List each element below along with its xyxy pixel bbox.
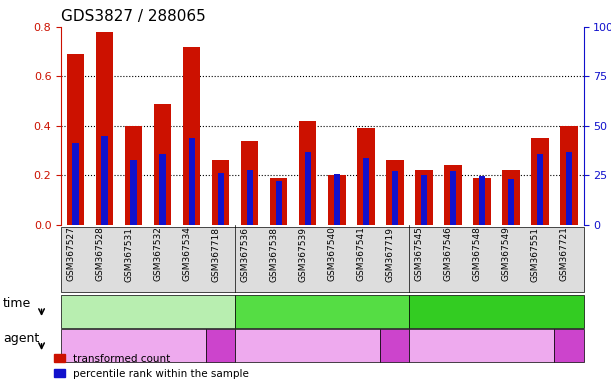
Text: saline: saline: [379, 341, 411, 351]
Text: saline: saline: [554, 341, 585, 351]
Bar: [392, 172, 398, 225]
Bar: [363, 158, 369, 225]
Text: GSM367527: GSM367527: [67, 227, 76, 281]
Text: pilocarpine: pilocarpine: [453, 341, 511, 351]
Text: pilocarpine: pilocarpine: [104, 341, 163, 351]
Text: GSM367546: GSM367546: [444, 227, 453, 281]
Text: 3 days post-SE: 3 days post-SE: [104, 305, 192, 318]
Text: GSM367534: GSM367534: [183, 227, 192, 281]
Legend: transformed count, percentile rank within the sample: transformed count, percentile rank withi…: [54, 354, 249, 379]
Bar: [334, 174, 340, 225]
Text: GSM367528: GSM367528: [96, 227, 104, 281]
Bar: [357, 128, 375, 225]
Bar: [502, 170, 519, 225]
Bar: [328, 175, 346, 225]
Text: GSM367545: GSM367545: [415, 227, 424, 281]
Text: immediate: immediate: [464, 305, 529, 318]
Bar: [479, 176, 485, 225]
Text: GSM367548: GSM367548: [473, 227, 482, 281]
Text: GSM367540: GSM367540: [328, 227, 337, 281]
Bar: [212, 161, 230, 225]
Bar: [386, 161, 403, 225]
Text: GSM367719: GSM367719: [386, 227, 395, 281]
Text: agent: agent: [3, 332, 39, 345]
Text: GSM367539: GSM367539: [299, 227, 308, 281]
Bar: [444, 166, 462, 225]
Bar: [101, 136, 108, 225]
Bar: [473, 178, 491, 225]
Bar: [96, 32, 114, 225]
Bar: [67, 54, 84, 225]
Bar: [566, 152, 572, 225]
Text: GSM367531: GSM367531: [125, 227, 134, 281]
Bar: [508, 179, 514, 225]
Bar: [532, 138, 549, 225]
Bar: [189, 138, 195, 225]
Text: time: time: [3, 298, 31, 311]
Bar: [560, 126, 577, 225]
Text: GSM367532: GSM367532: [154, 227, 163, 281]
Text: GSM367551: GSM367551: [531, 227, 540, 281]
Bar: [276, 181, 282, 225]
Bar: [73, 143, 79, 225]
Text: GSM367536: GSM367536: [241, 227, 250, 281]
Bar: [537, 154, 543, 225]
Text: GSM367538: GSM367538: [270, 227, 279, 281]
Text: 7 days post-SE: 7 days post-SE: [279, 305, 366, 318]
Bar: [299, 121, 316, 225]
Bar: [270, 178, 288, 225]
Bar: [131, 161, 137, 225]
Bar: [125, 126, 142, 225]
Text: GDS3827 / 288065: GDS3827 / 288065: [61, 9, 206, 24]
Bar: [421, 175, 427, 225]
Text: GSM367718: GSM367718: [212, 227, 221, 281]
Bar: [183, 47, 200, 225]
Text: saline: saline: [205, 341, 236, 351]
Text: GSM367721: GSM367721: [560, 227, 569, 281]
Bar: [218, 173, 224, 225]
Bar: [159, 154, 166, 225]
Text: GSM367549: GSM367549: [502, 227, 511, 281]
Text: GSM367541: GSM367541: [357, 227, 366, 281]
Bar: [247, 170, 253, 225]
Bar: [154, 104, 171, 225]
Bar: [415, 170, 433, 225]
Text: pilocarpine: pilocarpine: [279, 341, 337, 351]
Bar: [450, 172, 456, 225]
Bar: [241, 141, 258, 225]
Bar: [305, 152, 311, 225]
